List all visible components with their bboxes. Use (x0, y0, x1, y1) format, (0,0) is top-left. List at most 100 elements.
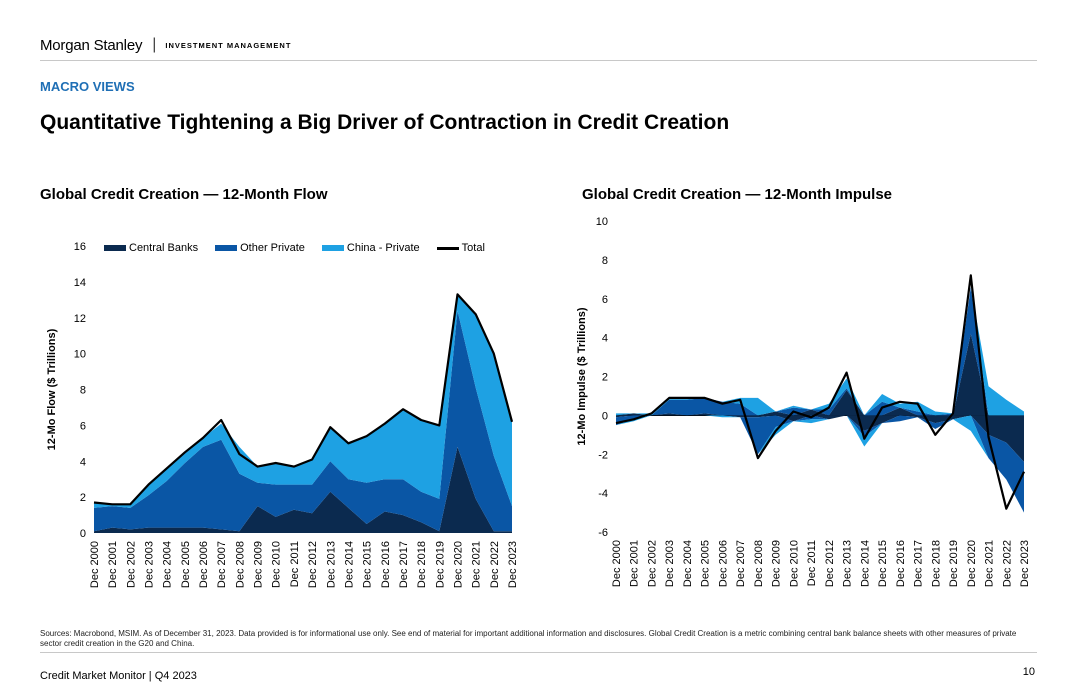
page-headline: Quantitative Tightening a Big Driver of … (40, 111, 730, 134)
impulse-x-tick: Dec 2012 (824, 540, 836, 587)
legend-label-central-banks: Central Banks (129, 242, 199, 254)
impulse-y-tick: -6 (598, 527, 608, 539)
impulse-y-tick: 8 (602, 255, 608, 267)
legend-swatch-central-banks (104, 245, 126, 251)
flow-x-tick: Dec 2020 (453, 541, 465, 588)
flow-x-tick: Dec 2015 (362, 541, 374, 588)
impulse-area-pos-central-banks (616, 333, 1024, 416)
header-divider (40, 60, 1037, 61)
impulse-area-neg-china-private (616, 415, 1024, 513)
flow-area-china-private (94, 294, 512, 508)
impulse-x-tick: Dec 2022 (1001, 540, 1013, 587)
flow-x-tick: Dec 2001 (107, 541, 119, 588)
flow-x-tick: Dec 2008 (234, 541, 246, 588)
impulse-chart-title: Global Credit Creation — 12-Month Impuls… (582, 186, 893, 203)
impulse-x-tick: Dec 2001 (629, 540, 641, 587)
flow-chart-legend: Central Banks Other Private China - Priv… (104, 242, 502, 254)
brand-lockup: Morgan Stanley | INVESTMENT MANAGEMENT (40, 36, 291, 54)
flow-x-tick: Dec 2019 (434, 541, 446, 588)
flow-x-tick: Dec 2012 (307, 541, 319, 588)
flow-x-tick: Dec 2017 (398, 541, 410, 588)
flow-y-tick: 10 (74, 349, 86, 361)
impulse-chart: -6 -4 -2 0 2 4 6 8 10 Dec 2000 Dec 2001 Dec 2002 Dec… (576, 216, 1031, 587)
impulse-line-total (615, 274, 1025, 510)
impulse-x-tick: Dec 2017 (913, 540, 925, 587)
impulse-x-tick: Dec 2016 (895, 540, 907, 587)
brand-logo: Morgan Stanley (40, 36, 143, 54)
impulse-area-neg-other-private (616, 415, 1024, 513)
flow-y-tick: 0 (80, 528, 86, 540)
legend-swatch-other-private (215, 245, 238, 251)
legend-label-other-private: Other Private (240, 242, 305, 254)
impulse-y-tick: 4 (602, 333, 608, 345)
legend-swatch-total (436, 246, 459, 250)
flow-y-tick: 16 (74, 241, 86, 253)
impulse-x-tick: Dec 2019 (948, 540, 960, 587)
flow-x-tick: Dec 2007 (216, 541, 228, 588)
impulse-y-tick: 10 (596, 216, 608, 228)
impulse-x-tick: Dec 2013 (842, 540, 854, 587)
sources-footnote: Sources: Macrobond, MSIM. As of December… (40, 629, 1017, 648)
footer-publication: Credit Market Monitor | Q4 2023 (40, 670, 197, 682)
flow-x-tick: Dec 2022 (489, 541, 501, 588)
impulse-y-tick: 2 (602, 372, 608, 384)
legend-item-other-private: Other Private (215, 242, 305, 254)
section-label: MACRO VIEWS (40, 79, 135, 94)
legend-item-total: Total (436, 242, 485, 254)
impulse-y-axis-label: 12-Mo Impulse ($ Trillions) (576, 307, 588, 445)
impulse-x-tick: Dec 2020 (966, 540, 978, 587)
brand-separator: | (152, 36, 157, 53)
flow-x-tick: Dec 2023 (507, 541, 519, 588)
impulse-x-tick: Dec 2007 (735, 540, 747, 587)
impulse-x-tick: Dec 2003 (664, 540, 676, 587)
impulse-y-tick: 0 (602, 410, 608, 422)
flow-x-tick: Dec 2013 (325, 541, 337, 588)
flow-x-tick: Dec 2003 (144, 541, 156, 588)
flow-x-tick: Dec 2004 (162, 541, 174, 588)
impulse-x-tick: Dec 2011 (806, 540, 818, 586)
flow-area-other-private (94, 310, 512, 532)
impulse-x-tick: Dec 2014 (859, 540, 871, 587)
flow-x-tick: Dec 2009 (253, 541, 265, 588)
impulse-x-tick: Dec 2006 (717, 540, 729, 587)
impulse-x-tick: Dec 2021 (984, 540, 996, 587)
flow-x-tick: Dec 2002 (125, 541, 137, 588)
flow-x-tick: Dec 2000 (89, 541, 101, 588)
impulse-area-neg-central-banks (616, 415, 1024, 462)
footer-divider (40, 652, 1037, 653)
flow-y-tick: 12 (74, 313, 86, 325)
page-number: 10 (1022, 666, 1035, 678)
flow-x-tick: Dec 2005 (180, 541, 192, 588)
flow-x-tick: Dec 2018 (416, 541, 428, 588)
flow-area-central-banks (94, 446, 512, 533)
flow-y-tick: 8 (80, 385, 86, 397)
impulse-x-tick: Dec 2008 (753, 540, 765, 587)
flow-x-tick: Dec 2011 (289, 541, 301, 587)
legend-item-china-private: China - Private (321, 242, 420, 254)
flow-line-total (93, 293, 514, 506)
flow-y-tick: 6 (80, 420, 86, 432)
brand-division: INVESTMENT MANAGEMENT (165, 40, 292, 50)
impulse-x-tick: Dec 2015 (877, 540, 889, 587)
flow-x-tick: Dec 2006 (198, 541, 210, 588)
legend-item-central-banks: Central Banks (104, 242, 198, 254)
flow-x-tick: Dec 2014 (343, 541, 355, 588)
legend-label-total: Total (461, 242, 485, 254)
impulse-y-tick: -2 (598, 449, 608, 461)
impulse-x-tick: Dec 2005 (700, 540, 712, 587)
flow-y-tick: 2 (80, 492, 86, 504)
impulse-x-tick: Dec 2000 (611, 540, 623, 587)
impulse-y-tick: 6 (602, 294, 608, 306)
legend-swatch-china-private (321, 245, 344, 251)
impulse-y-tick: -4 (598, 488, 608, 500)
flow-y-tick: 4 (80, 456, 86, 468)
impulse-x-tick: Dec 2002 (647, 540, 659, 587)
flow-y-tick: 14 (74, 277, 86, 289)
flow-x-tick: Dec 2021 (471, 541, 483, 588)
flow-chart-title: Global Credit Creation — 12-Month Flow (40, 186, 328, 203)
flow-y-axis-label: 12-Mo Flow ($ Trillions) (46, 328, 58, 450)
flow-x-tick: Dec 2016 (380, 541, 392, 588)
impulse-x-tick: Dec 2018 (930, 540, 942, 587)
impulse-x-tick: Dec 2004 (682, 540, 694, 587)
flow-x-tick: Dec 2010 (271, 541, 283, 588)
